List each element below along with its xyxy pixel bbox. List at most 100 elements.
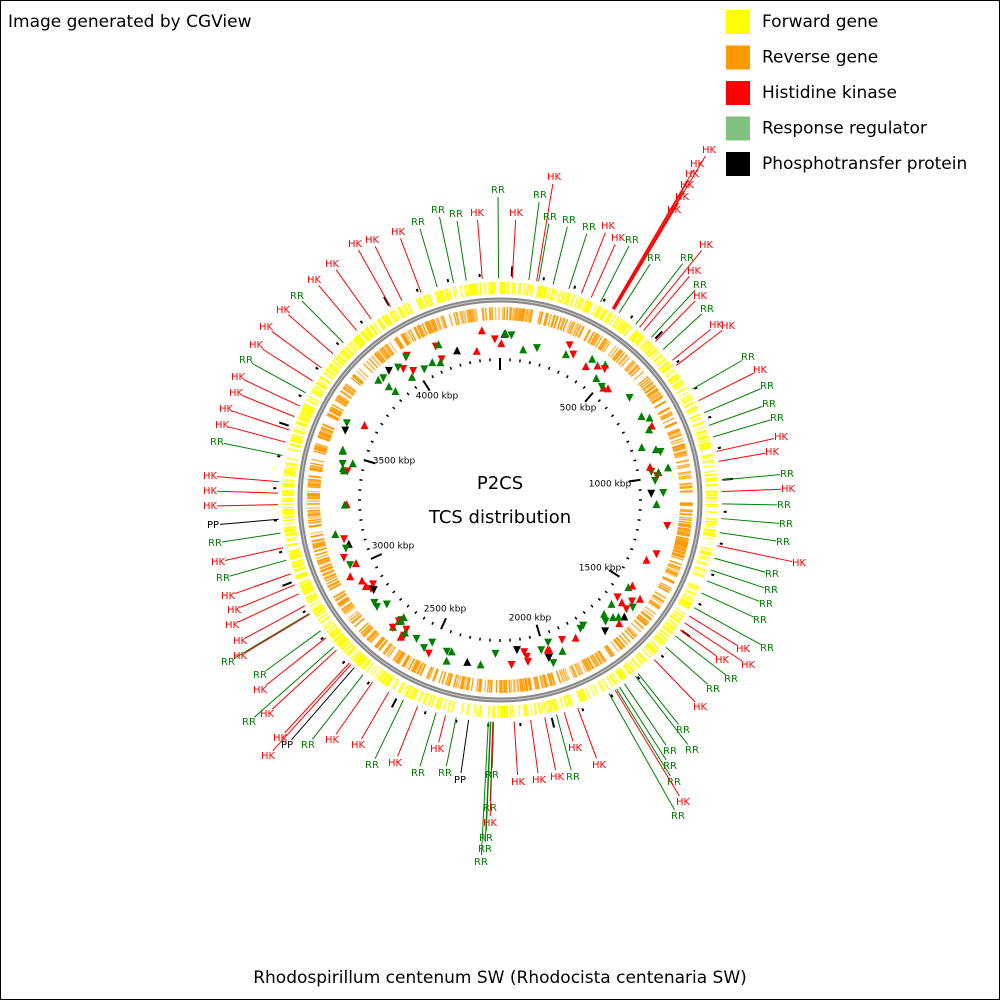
feature-label: HK [351, 740, 366, 751]
footer-caption: Rhodospirillum centenum SW (Rhodocista c… [253, 968, 747, 988]
reverse-gene [513, 680, 514, 693]
ruler-tick [539, 364, 540, 367]
center-subtitle: TCS distribution [428, 507, 571, 528]
reverse-gene [486, 308, 487, 321]
feature-label: HK [611, 233, 626, 244]
feature-label: HK [227, 605, 242, 616]
feature-label: RR [625, 235, 639, 246]
ruler-tick [630, 549, 633, 550]
feature-label: RR [562, 215, 576, 226]
feature-label: HK [307, 275, 322, 286]
outer-tick [277, 456, 280, 457]
reverse-gene [308, 486, 321, 487]
reverse-gene [513, 307, 514, 320]
forward-gene [283, 516, 295, 517]
forward-gene [514, 283, 515, 295]
feature-label: RR [411, 768, 425, 779]
ruler-tick [470, 361, 471, 364]
reverse-gene [680, 509, 693, 510]
feature-label: HK [203, 471, 218, 482]
feature-label: HK [483, 818, 498, 829]
forward-gene [706, 512, 718, 513]
reverse-gene [507, 307, 508, 320]
feature-connector [498, 197, 499, 278]
feature-label: HK [219, 404, 234, 415]
reverse-gene [307, 512, 320, 513]
feature-label: RR [700, 304, 714, 315]
feature-label: RR [780, 469, 794, 480]
feature-label: RR [582, 222, 596, 233]
feature-label: HK [702, 145, 717, 156]
feature-label: RR [411, 217, 425, 228]
reverse-gene [680, 492, 693, 493]
feature-label: RR [741, 352, 755, 363]
feature-label: RR [765, 569, 779, 580]
forward-gene [512, 282, 513, 294]
ruler-tick [364, 539, 367, 540]
feature-label: RR [663, 761, 677, 772]
feature-label: HK [736, 644, 751, 655]
feature-label: HK [550, 772, 565, 783]
feature-label: RR [680, 253, 694, 264]
outer-tick [604, 299, 605, 302]
legend-label: Response regulator [762, 119, 927, 139]
feature-label: HK [253, 685, 268, 696]
feature-label: RR [706, 684, 720, 695]
forward-gene [282, 514, 294, 515]
feature-label: RR [671, 811, 685, 822]
legend-swatch [726, 81, 750, 105]
feature-label: RR [431, 205, 445, 216]
reverse-gene [511, 307, 512, 320]
feature-label: RR [753, 615, 767, 626]
feature-label: RR [242, 717, 256, 728]
feature-label: HK [601, 221, 616, 232]
feature-label: HK [261, 751, 276, 762]
feature-label: HK [675, 192, 690, 203]
feature-label: RR [762, 399, 776, 410]
legend-label: Phosphotransfer protein [762, 154, 967, 174]
feature-label: HK [715, 655, 730, 666]
feature-label: HK [211, 557, 226, 568]
feature-label: RR [438, 768, 452, 779]
header-title: Image generated by CGView [8, 12, 252, 32]
outer-tick [279, 552, 282, 553]
feature-label: HK [509, 208, 524, 219]
feature-label: RR [216, 573, 230, 584]
reverse-gene [307, 491, 320, 492]
outer-tick [631, 316, 633, 318]
ruler-label: 500 kbp [560, 404, 597, 414]
ruler-label: 1000 kbp [589, 480, 632, 490]
feature-label: RR [449, 209, 463, 220]
feature-label: HK [511, 777, 526, 788]
feature-label: HK [685, 169, 700, 180]
feature-label: HK [365, 235, 380, 246]
feature-label: HK [388, 758, 403, 769]
feature-label: RR [764, 585, 778, 596]
feature-label: HK [547, 172, 562, 183]
feature-label: HK [430, 744, 445, 755]
feature-label: HK [568, 743, 583, 754]
feature-label: HK [693, 702, 708, 713]
reverse-gene [511, 680, 512, 693]
feature-label: RR [491, 185, 505, 196]
forward-gene [489, 706, 490, 718]
ruler-tick [630, 450, 633, 451]
feature-label: HK [231, 372, 246, 383]
feature-label: HK [680, 180, 695, 191]
ruler-label: 1500 kbp [579, 564, 622, 574]
feature-label: RR [760, 643, 774, 654]
feature-label: RR [693, 280, 707, 291]
feature-label: HK [699, 240, 714, 251]
feature-label: PP [454, 775, 466, 786]
ruler-tick [633, 460, 636, 461]
feature-label: HK [260, 709, 275, 720]
feature-label: RR [478, 844, 492, 855]
legend-swatch [726, 10, 750, 34]
legend-label: Reverse gene [762, 48, 878, 68]
ruler-tick [470, 636, 471, 639]
feature-label: HK [470, 208, 485, 219]
forward-gene [510, 706, 511, 718]
feature-label: HK [259, 322, 274, 333]
forward-gene [282, 486, 294, 487]
